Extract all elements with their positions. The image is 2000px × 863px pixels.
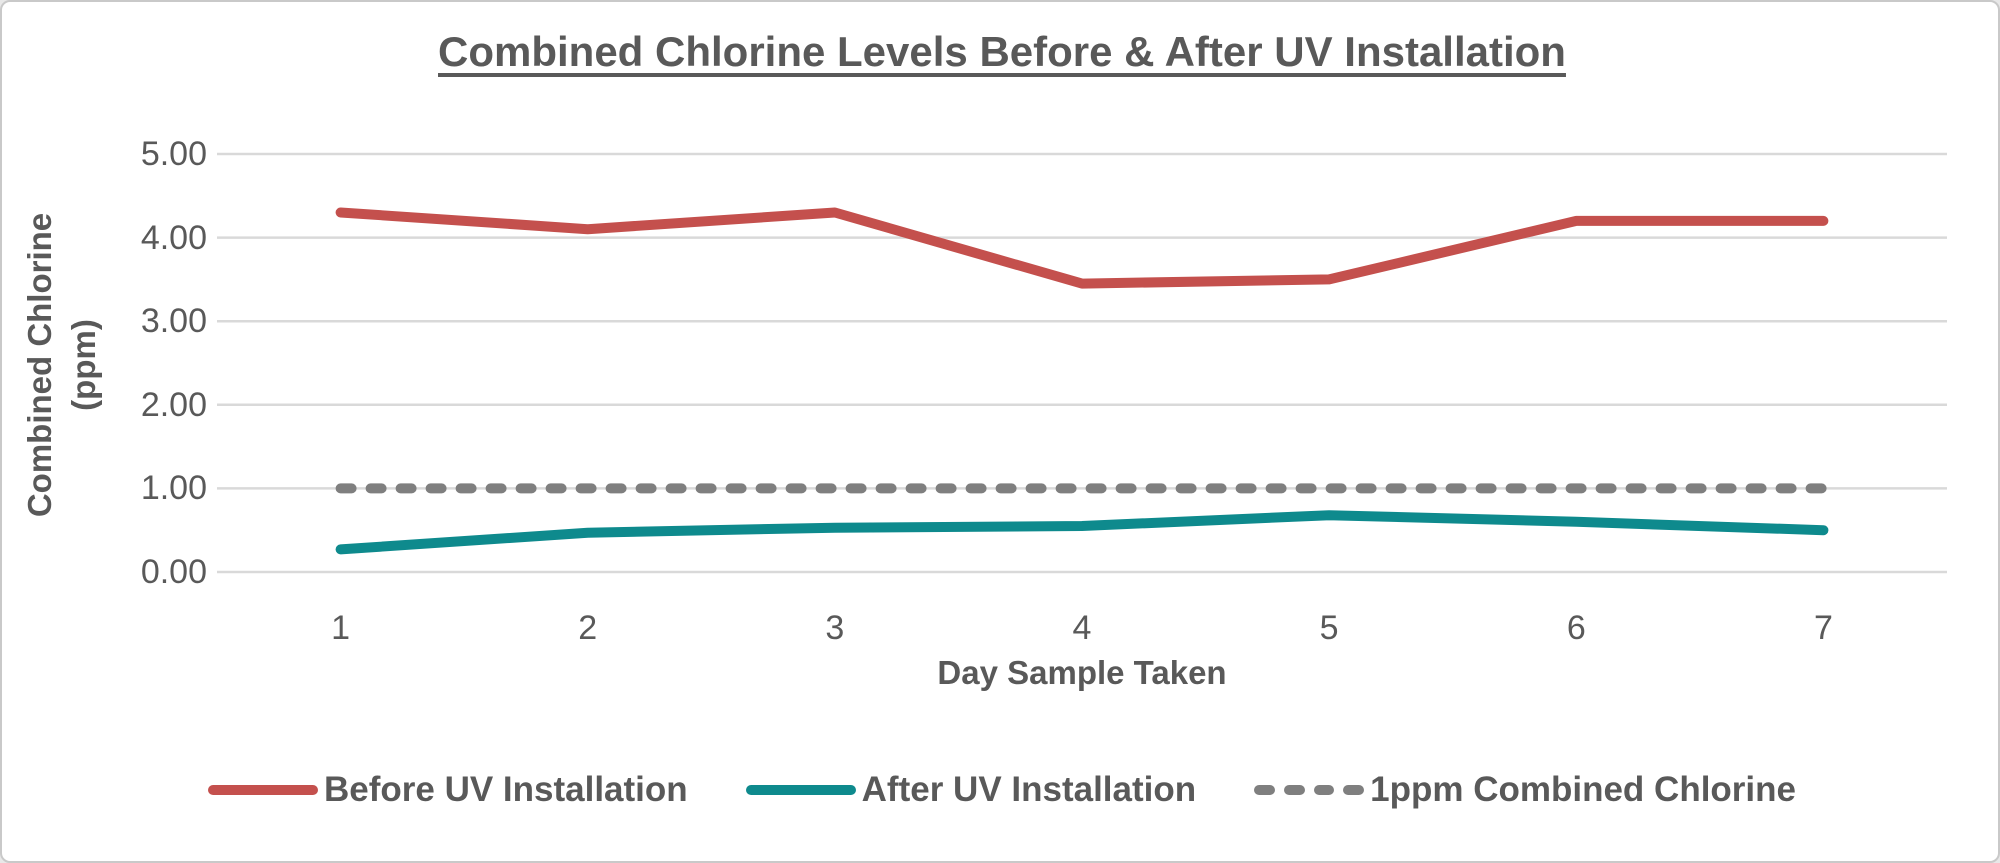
y-tick-label: 4.00 <box>140 218 207 257</box>
x-axis-title: Day Sample Taken <box>937 654 1227 691</box>
y-tick-label: 5.00 <box>140 135 207 173</box>
y-tick-label: 0.00 <box>140 553 207 591</box>
legend-dash <box>1254 785 1275 795</box>
x-tick-label: 3 <box>825 609 845 647</box>
legend-item: Before UV Installation <box>207 770 688 810</box>
legend-label: After UV Installation <box>861 770 1197 809</box>
y-tick-label: 2.00 <box>140 385 207 424</box>
legend-label: Before UV Installation <box>323 770 688 809</box>
x-tick-label: 4 <box>1072 609 1092 647</box>
legend-swatch-after-uv-installation <box>745 785 856 795</box>
y-tick-label: 1.00 <box>140 469 207 508</box>
legend-dash <box>1283 785 1305 795</box>
legend-swatch-before-uv-installation <box>207 785 318 795</box>
legend-item: 1ppm Combined Chlorine <box>1254 770 1796 810</box>
legend-item: After UV Installation <box>745 770 1197 810</box>
legend-dash <box>1313 785 1335 795</box>
x-tick-label: 2 <box>578 609 598 647</box>
x-tick-label: 7 <box>1813 609 1833 647</box>
x-tick-label: 6 <box>1566 609 1586 647</box>
legend-swatch-1ppm-combined-chlorine <box>1254 785 1365 795</box>
y-tick-label: 3.00 <box>140 302 207 341</box>
legend-dash <box>1343 785 1365 795</box>
x-tick-label: 1 <box>331 609 351 647</box>
series-line-after-uv-installation <box>335 510 1829 555</box>
x-tick-label: 5 <box>1319 609 1339 647</box>
legend-label: 1ppm Combined Chlorine <box>1370 770 1796 809</box>
chart-title: Combined Chlorine Levels Before & After … <box>438 28 1566 75</box>
legend: Before UV Installation After UV Installat… <box>2 770 1998 810</box>
y-axis-title: Combined Chlorine (ppm) <box>21 212 102 518</box>
series-line-before-uv-installation <box>335 207 1829 289</box>
